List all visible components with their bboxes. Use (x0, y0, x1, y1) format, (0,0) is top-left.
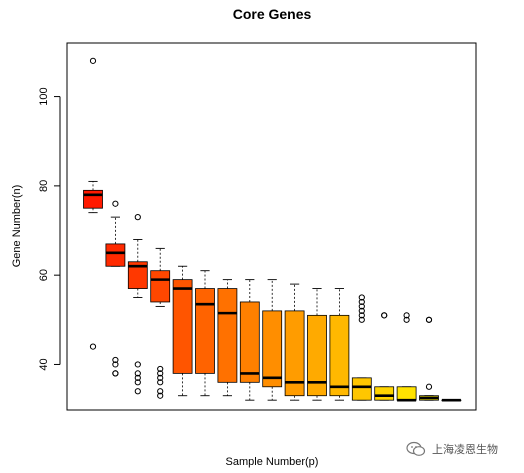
outlier-point (358, 298, 365, 306)
box-body (195, 288, 215, 374)
box-7 (217, 279, 238, 397)
outlier-point (403, 316, 410, 323)
box-body (127, 261, 148, 289)
y-axis: 40 60 80 100 (38, 87, 61, 371)
box-body (329, 314, 350, 397)
box-15 (396, 312, 417, 402)
outlier-point (358, 312, 365, 319)
box-body (307, 314, 327, 397)
box-13 (351, 294, 372, 401)
boxes-group (83, 57, 462, 402)
box-14 (374, 312, 395, 401)
outlier-point (134, 361, 141, 368)
outlier-point (358, 294, 365, 301)
wechat-icon (406, 441, 426, 456)
watermark-text: 上海凌恩生物 (432, 444, 498, 456)
outlier-point (112, 200, 119, 207)
outlier-point (425, 383, 433, 390)
box-5 (172, 265, 193, 397)
box-body (105, 243, 126, 267)
y-tick-label: 60 (38, 269, 50, 281)
box-body (284, 310, 305, 397)
outlier-point (134, 370, 141, 377)
x-axis-label: Sample Number(p) (226, 456, 319, 468)
outlier-point (112, 370, 119, 377)
box-body (172, 279, 193, 374)
y-tick-label: 80 (38, 180, 50, 192)
outlier-point (157, 379, 164, 386)
box-4 (150, 247, 171, 399)
outlier-point (89, 343, 97, 350)
box-body (374, 386, 395, 401)
y-tick-label: 100 (38, 87, 50, 105)
box-12 (329, 288, 350, 401)
box-1 (83, 57, 103, 350)
y-axis-label: Gene Number(n) (11, 185, 23, 268)
box-body (150, 270, 171, 303)
plot-frame (66, 42, 477, 411)
box-body (351, 377, 372, 401)
box-3 (127, 214, 148, 395)
box-body (396, 386, 417, 401)
box-body (262, 310, 283, 388)
outlier-point (89, 57, 97, 64)
box-8 (239, 279, 260, 401)
box-body (83, 189, 103, 209)
outlier-point (134, 374, 141, 381)
outlier-point (112, 361, 119, 368)
outlier-point (157, 365, 164, 373)
outlier-point (425, 316, 433, 323)
outlier-point (358, 316, 365, 323)
box-body (239, 301, 260, 383)
outlier-point (403, 312, 410, 319)
watermark: 上海凌恩生物 (406, 441, 498, 457)
chart-title: Core Genes (233, 6, 312, 22)
outlier-point (157, 374, 164, 381)
outlier-point (157, 392, 164, 399)
box-body (217, 288, 238, 383)
box-2 (105, 200, 126, 377)
outlier-point (157, 370, 164, 377)
box-9 (262, 279, 283, 401)
outlier-point (157, 388, 164, 395)
box-17 (441, 398, 462, 402)
outlier-point (134, 214, 141, 221)
outlier-point (358, 303, 365, 310)
y-tick-label: 40 (38, 358, 50, 370)
box-6 (195, 270, 215, 397)
box-10 (284, 283, 305, 401)
outlier-point (134, 379, 141, 386)
box-11 (307, 288, 327, 401)
outlier-point (358, 307, 365, 314)
outlier-point (134, 388, 141, 395)
outlier-point (112, 356, 119, 364)
box-16 (419, 316, 439, 401)
outlier-point (381, 312, 388, 319)
